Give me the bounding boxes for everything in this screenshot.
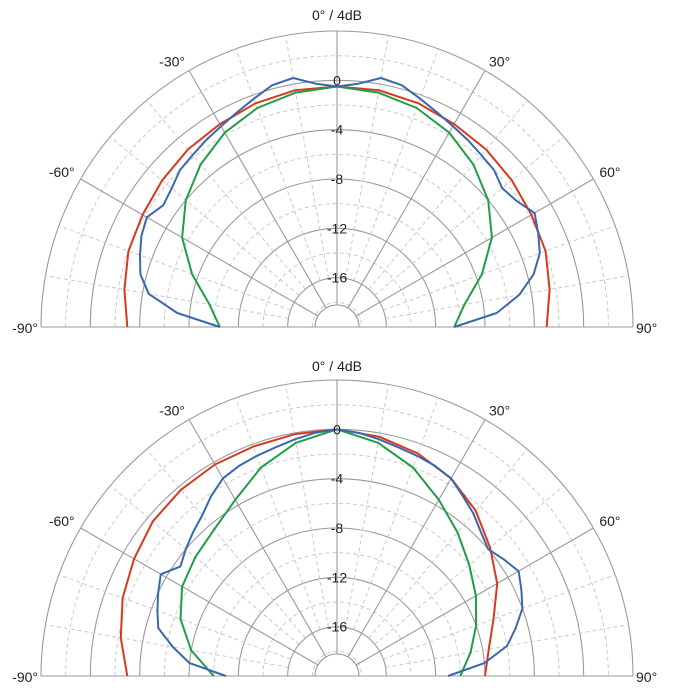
grid-spoke-minor — [235, 48, 321, 281]
grid-spoke-minor — [345, 35, 389, 279]
grid-spoke-minor — [353, 397, 439, 630]
angle-tick-label: -60° — [49, 164, 75, 180]
grid-spoke-minor — [58, 225, 291, 311]
chart-title: 0° / 4dB — [312, 7, 362, 23]
grid-spoke-minor — [109, 136, 300, 296]
grid-ring-minor — [114, 104, 560, 328]
grid-spoke-minor — [146, 448, 306, 639]
grid-spoke-minor — [374, 136, 565, 296]
radial-tick-label: -12 — [327, 569, 347, 585]
grid-spoke — [355, 178, 594, 317]
angle-tick-label: 60° — [599, 513, 620, 529]
angle-tick-label: -90° — [12, 669, 38, 685]
angle-tick-label: -90° — [12, 320, 38, 336]
radial-tick-label: -8 — [331, 171, 344, 187]
series-blue-line — [139, 77, 541, 328]
angle-tick-label: 60° — [599, 164, 620, 180]
grid-spoke-minor — [109, 485, 300, 645]
angle-tick-label: -30° — [159, 54, 185, 70]
grid-spoke-minor — [235, 397, 321, 630]
grid-spoke-minor — [374, 485, 565, 645]
grid-spoke-minor — [45, 624, 289, 668]
grid-spoke-minor — [58, 574, 291, 660]
grid-ring-minor — [262, 601, 412, 677]
polar-chart-top: 0° / 4dB 0 -4 -8 -12 -16 -90° -60° -30° 30° 60° 90° — [12, 7, 657, 336]
grid-ring-minor — [65, 404, 609, 677]
grid-hub — [314, 304, 360, 328]
radial-tick-label: -16 — [327, 619, 347, 635]
grid-ring-minor — [262, 252, 412, 328]
grid-spoke-minor — [345, 384, 389, 628]
grid-spoke-minor — [146, 99, 306, 290]
grid-spoke-minor — [385, 624, 629, 668]
grid-ring-minor — [311, 650, 363, 677]
grid-spoke-minor — [45, 275, 289, 319]
radial-tick-label: -16 — [327, 270, 347, 286]
grid-spoke — [355, 527, 594, 666]
grid-spoke — [80, 527, 319, 666]
grid-ring-minor — [213, 203, 461, 328]
grid-spoke-minor — [383, 574, 616, 660]
grid-spoke-minor — [383, 225, 616, 311]
angle-tick-label: -60° — [49, 513, 75, 529]
radial-tick-label: -8 — [331, 520, 344, 536]
grid-ring-minor — [114, 453, 560, 677]
grid-spoke-minor — [285, 384, 329, 628]
grid-spoke-minor — [353, 48, 439, 281]
angle-tick-label: 30° — [489, 54, 510, 70]
angle-tick-label: 30° — [489, 403, 510, 419]
angle-tick-label: 90° — [636, 669, 657, 685]
polar-chart-bottom: 0° / 4dB 0 -4 -8 -12 -16 -90° -60° -30° 30° 60° 90° — [12, 358, 657, 685]
radial-tick-label: 0 — [333, 421, 341, 437]
radial-tick-label: -12 — [327, 220, 347, 236]
grid-ring-minor — [65, 55, 609, 328]
grid-ring-minor — [213, 552, 461, 677]
grid-ring-minor — [311, 301, 363, 328]
grid-spoke — [80, 178, 319, 317]
grid-spoke-minor — [385, 275, 629, 319]
grid-spoke — [347, 70, 486, 309]
radial-tick-label: 0 — [333, 72, 341, 88]
grid-spoke — [188, 419, 327, 658]
angle-tick-label: 90° — [636, 320, 657, 336]
grid-spoke-minor — [368, 99, 528, 290]
grid-spoke-minor — [368, 448, 528, 639]
series-blue-line — [156, 428, 524, 677]
series-red-line — [119, 428, 499, 677]
grid-spoke-minor — [285, 35, 329, 279]
grid-spoke — [347, 419, 486, 658]
radial-tick-label: -4 — [331, 471, 344, 487]
chart-title: 0° / 4dB — [312, 358, 362, 374]
radial-tick-label: -4 — [331, 122, 344, 138]
grid-hub — [314, 653, 360, 677]
angle-tick-label: -30° — [159, 403, 185, 419]
grid-spoke — [188, 70, 327, 309]
